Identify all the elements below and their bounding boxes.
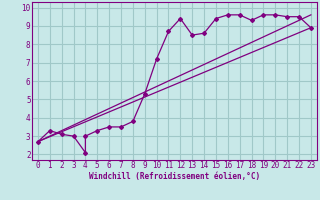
X-axis label: Windchill (Refroidissement éolien,°C): Windchill (Refroidissement éolien,°C) xyxy=(89,172,260,181)
